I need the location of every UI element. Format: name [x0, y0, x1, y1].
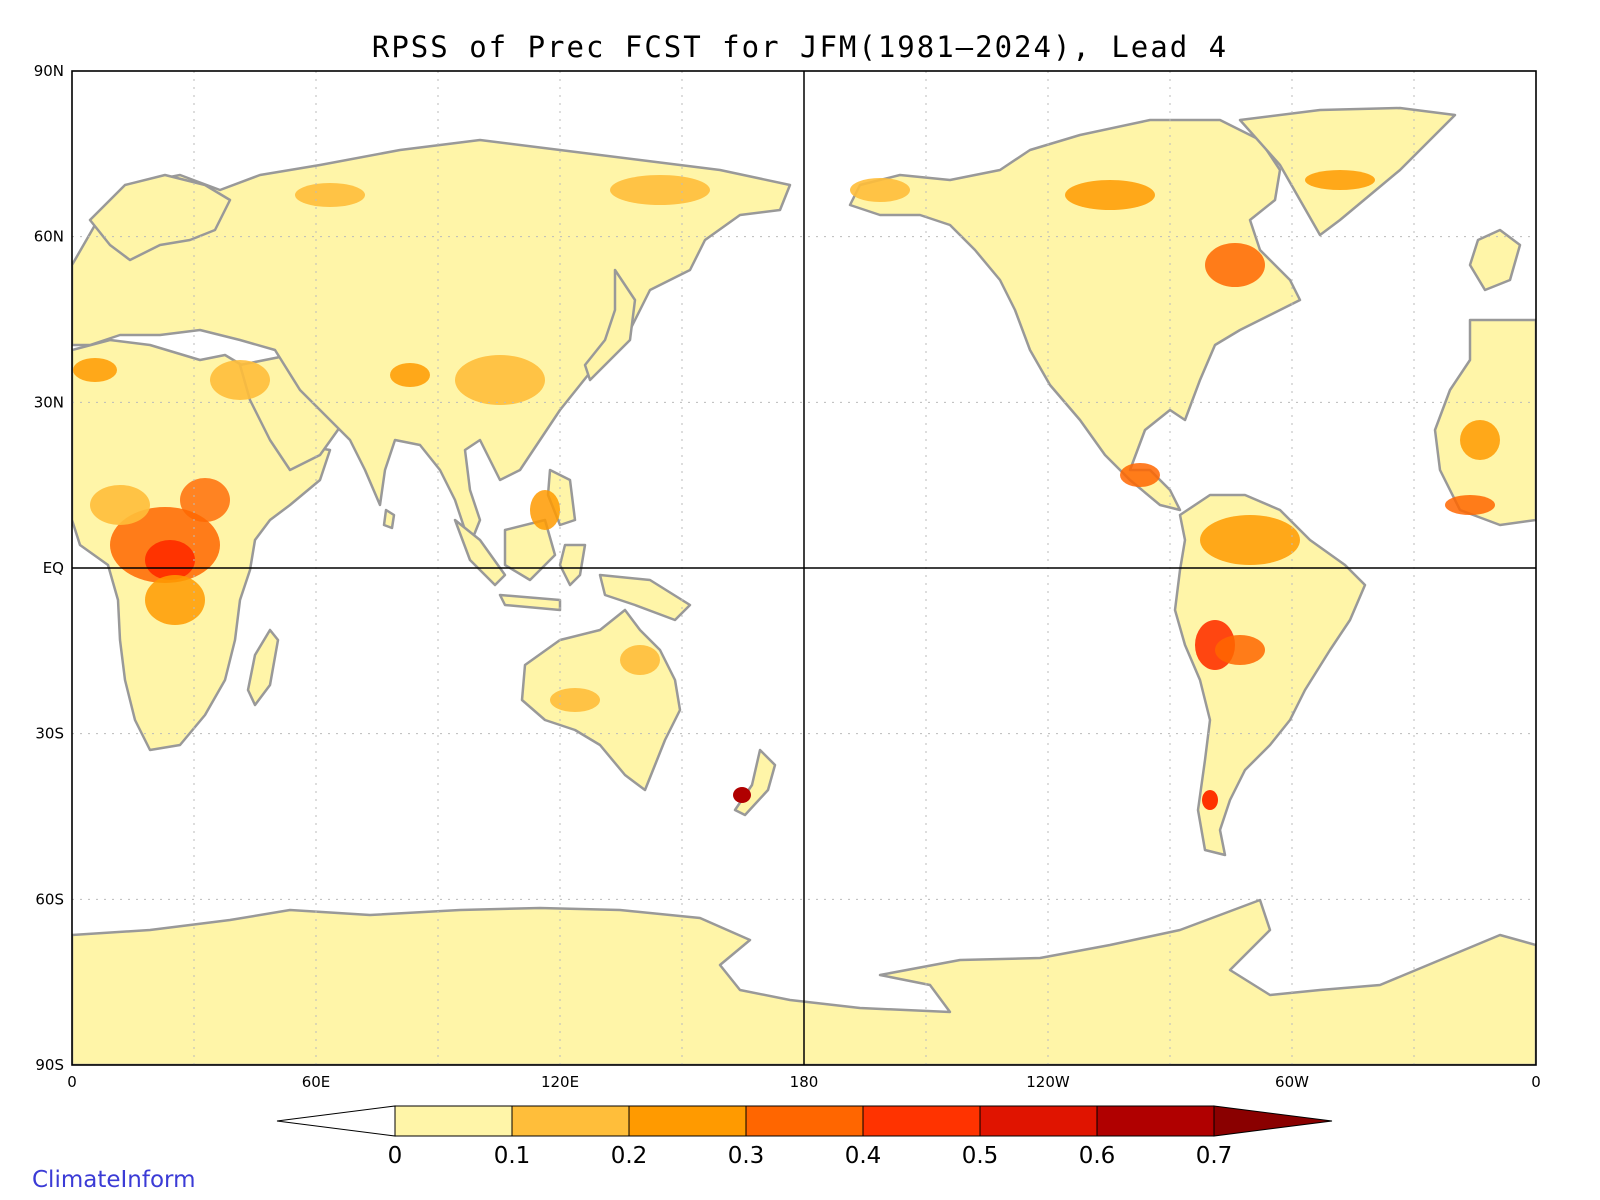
lon-tick-label: 0 — [1531, 1073, 1541, 1091]
colorbar-box — [394, 1105, 513, 1137]
hotspot-central-america — [1120, 463, 1160, 487]
lon-tick-label: 120W — [1026, 1073, 1070, 1091]
lat-tick-label: 60N — [34, 228, 64, 246]
hotspot-quebec — [1205, 243, 1265, 287]
colorbar-box — [745, 1105, 864, 1137]
hotspot-tibet — [390, 363, 430, 387]
hotspot-congo-east — [180, 478, 230, 522]
land-eurasia — [72, 138, 792, 547]
colorbar-extend-low — [276, 1105, 396, 1137]
land-north-america — [848, 118, 1302, 512]
lon-tick-label: 120E — [541, 1073, 579, 1091]
map-frame — [71, 70, 1537, 1066]
hotspot-west-africa — [90, 485, 150, 525]
lat-tick-label: 60S — [35, 890, 64, 908]
lon-tick-label: 180 — [790, 1073, 819, 1091]
hotspot-amazon-north — [1200, 515, 1300, 565]
hotspot-sahel — [73, 358, 117, 382]
hotspot-guinea-coast-east — [1445, 495, 1495, 515]
colorbar-box — [511, 1105, 630, 1137]
colorbar-label: 0.2 — [611, 1143, 648, 1169]
latitude-tick-labels: 90N 60N 30N EQ 30S 60S 90S — [34, 62, 64, 1074]
land-britain-east — [1468, 228, 1522, 292]
hotspot-australia-west — [550, 688, 600, 712]
colorbar-label: 0.7 — [1196, 1143, 1233, 1169]
colorbar-label: 0.4 — [845, 1143, 882, 1169]
hotspot-patagonia — [1202, 790, 1218, 810]
land-java — [498, 593, 562, 612]
hotspot-bolivia — [1215, 635, 1265, 665]
colorbar-label: 0.3 — [728, 1143, 765, 1169]
hotspot-southern-africa — [145, 575, 205, 625]
land-sri-lanka — [382, 508, 396, 530]
hotspot-alaska — [850, 178, 910, 202]
land-scandinavia — [88, 173, 232, 262]
hotspot-greenland — [1305, 170, 1375, 190]
colorbar-extend-high — [1213, 1105, 1333, 1137]
hotspot-australia-north — [620, 645, 660, 675]
map-title: RPSS of Prec FCST for JFM(1981—2024), Le… — [372, 30, 1228, 64]
hotspot-west-africa-east — [1460, 420, 1500, 460]
land-sulawesi — [558, 543, 587, 587]
colorbar: 0 0.1 0.2 0.3 0.4 0.5 0.6 0.7 — [276, 1105, 1333, 1169]
lat-tick-label: EQ — [43, 559, 64, 577]
hotspot-hudson-bay — [1065, 180, 1155, 210]
colorbar-box — [862, 1105, 981, 1137]
lon-tick-label: 0 — [67, 1073, 77, 1091]
colorbar-box — [628, 1105, 747, 1137]
lat-tick-label: 90N — [34, 62, 64, 80]
hotspot-siberia-east — [610, 175, 710, 205]
land-japan — [583, 268, 637, 382]
land-new-guinea — [598, 573, 692, 622]
land-madagascar — [246, 628, 280, 707]
land-south-america — [1173, 493, 1367, 857]
hotspot-new-zealand — [733, 787, 751, 803]
skill-hotspots — [73, 170, 1500, 810]
colorbar-box — [979, 1105, 1098, 1137]
lat-tick-label: 30N — [34, 393, 64, 411]
colorbar-box — [1096, 1105, 1215, 1137]
lon-tick-label: 60E — [302, 1073, 331, 1091]
lat-tick-label: 30S — [35, 725, 64, 743]
lon-tick-label: 60W — [1275, 1073, 1309, 1091]
credit-text: ClimateInform — [32, 1167, 196, 1193]
map-panel — [72, 71, 1536, 1065]
colorbar-label: 0.1 — [494, 1143, 531, 1169]
hotspot-arabia — [210, 360, 270, 400]
lat-tick-label: 90S — [35, 1056, 64, 1074]
longitude-tick-labels: 0 60E 120E 180 120W 60W 0 — [67, 1073, 1541, 1091]
colorbar-label: 0.5 — [962, 1143, 999, 1169]
hotspot-borneo — [530, 490, 560, 530]
hotspot-central-africa-core — [145, 540, 195, 580]
hotspot-siberia — [295, 183, 365, 207]
colorbar-label: 0.6 — [1079, 1143, 1116, 1169]
hotspot-china — [455, 355, 545, 405]
colorbar-label: 0 — [388, 1143, 403, 1169]
